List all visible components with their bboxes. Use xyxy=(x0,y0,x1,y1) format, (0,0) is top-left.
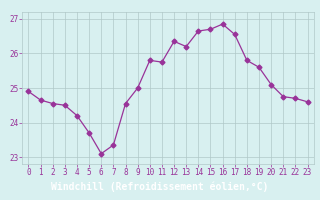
Text: Windchill (Refroidissement éolien,°C): Windchill (Refroidissement éolien,°C) xyxy=(51,182,269,192)
